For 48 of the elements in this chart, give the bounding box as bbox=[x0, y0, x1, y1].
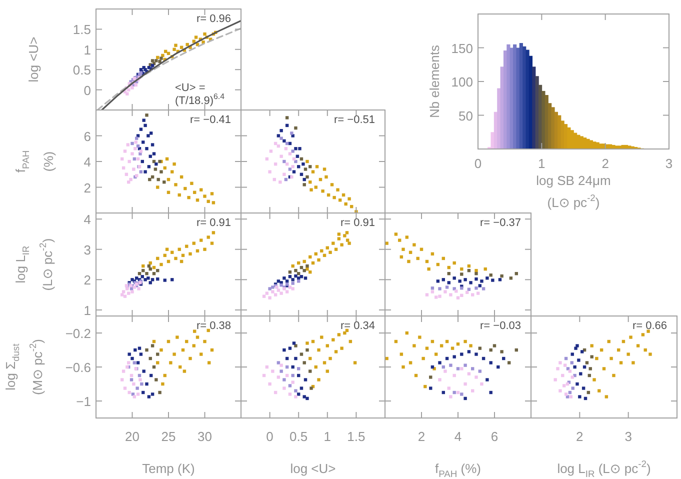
annotation: r= 0.34 bbox=[340, 320, 375, 332]
y-tick-label: 0.5 bbox=[72, 62, 91, 78]
y-tick-label: 1 bbox=[84, 42, 91, 58]
y-tick-label: 2 bbox=[84, 272, 91, 288]
x-tick-label: 0.5 bbox=[290, 429, 308, 444]
annotation: r= −0.03 bbox=[480, 320, 521, 332]
x-axis-title: log SB 24μm (L⊙ pc$^{-2}$) bbox=[536, 173, 611, 210]
x-tick-label: 2 bbox=[576, 429, 584, 444]
x-tick-label: 3 bbox=[624, 429, 632, 444]
annotation: r= −0.41 bbox=[190, 114, 231, 126]
x-axis-title: log L$_{IR}$ (L⊙ pc$^{-2}$) bbox=[557, 459, 651, 479]
y-tick-label: 50 bbox=[458, 108, 473, 124]
x-tick-label: 25 bbox=[161, 429, 176, 444]
x-axis-title: f$_{PAH}$ (%) bbox=[435, 461, 481, 479]
y-tick-label: 150 bbox=[451, 40, 473, 56]
y-tick-label: 6 bbox=[84, 128, 91, 144]
x-axis-title: Temp (K) bbox=[142, 461, 195, 476]
x-tick-label: 1 bbox=[538, 156, 546, 171]
x-tick-label: 0 bbox=[266, 429, 274, 444]
y-tick-label: 100 bbox=[451, 74, 473, 90]
x-tick-label: 30 bbox=[198, 429, 212, 444]
annotation: r= 0.91 bbox=[196, 217, 231, 229]
annotation: r= 0.91 bbox=[340, 217, 375, 229]
y-tick-label: 2 bbox=[84, 180, 91, 196]
y-tick-label: 1 bbox=[84, 302, 91, 318]
y-tick-label: 4 bbox=[84, 212, 91, 228]
y-axis-title: Nb elements bbox=[427, 44, 442, 118]
annotation: r= −0.51 bbox=[334, 114, 375, 126]
y-tick-label: −0.6 bbox=[65, 360, 91, 375]
y-tick-label: 0 bbox=[84, 82, 91, 98]
x-tick-label: 2 bbox=[602, 156, 609, 171]
annotation: <U> = (T/18.9)$^{6.4}$ bbox=[175, 82, 226, 107]
y-tick-label: 1.5 bbox=[72, 22, 91, 38]
annotation: r= 0.66 bbox=[632, 320, 667, 332]
y-axis-title: log <U> bbox=[26, 36, 41, 82]
x-axis-title: log <U> bbox=[290, 461, 336, 476]
x-tick-label: 1.5 bbox=[347, 429, 366, 444]
x-tick-label: 1 bbox=[324, 429, 332, 444]
y-tick-label: −1 bbox=[76, 394, 91, 409]
y-tick-label: 3 bbox=[84, 242, 91, 258]
x-tick-label: 3 bbox=[665, 156, 673, 171]
x-tick-label: 20 bbox=[125, 429, 140, 444]
annotation: r= 0.38 bbox=[196, 320, 231, 332]
annotation: r= −0.37 bbox=[480, 217, 521, 229]
y-tick-label: −0.2 bbox=[65, 326, 91, 341]
annotation: r= 0.96 bbox=[196, 13, 231, 25]
x-tick-label: 2 bbox=[418, 429, 426, 444]
x-tick-label: 6 bbox=[490, 429, 498, 444]
